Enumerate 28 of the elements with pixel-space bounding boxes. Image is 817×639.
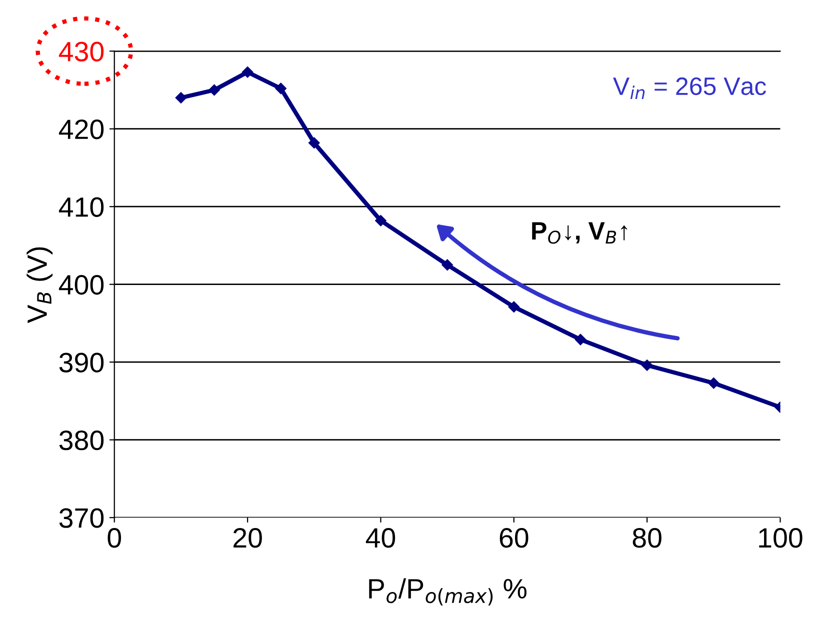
y-tick-label: 420 — [58, 120, 104, 140]
y-axis-title: V$_{B}$ (V) — [26, 247, 53, 324]
point — [508, 301, 520, 313]
point — [574, 334, 586, 346]
y-tick-label: 370 — [59, 508, 104, 528]
x-tick-label: 40 — [366, 528, 396, 548]
x-tick-label: 20 — [234, 528, 262, 548]
point — [708, 377, 720, 389]
annotation: P$_{O}$↓, V$_{B}$↑ — [532, 222, 628, 244]
point — [208, 84, 220, 96]
point — [175, 92, 187, 104]
x-tick-label: 60 — [500, 528, 528, 548]
point — [641, 360, 653, 371]
point — [442, 259, 453, 271]
y-tick-label: 430 — [58, 42, 104, 62]
annotation: V$_{in}$ = 265 Vac — [613, 77, 766, 99]
point — [375, 215, 386, 226]
x-axis-title: P$_{o}$/P$_{o(max)}$ % — [369, 578, 526, 606]
y-tick-label: 400 — [58, 275, 104, 295]
point — [308, 137, 320, 148]
x-tick-label: 80 — [632, 528, 662, 548]
point — [275, 82, 286, 94]
x-tick-label: 0 — [108, 528, 122, 548]
y-tick-label: 380 — [59, 430, 104, 450]
point — [242, 66, 254, 78]
y-tick-label: 410 — [58, 197, 104, 217]
y-tick-label: 390 — [59, 352, 104, 372]
x-tick-label: 100 — [759, 528, 802, 548]
